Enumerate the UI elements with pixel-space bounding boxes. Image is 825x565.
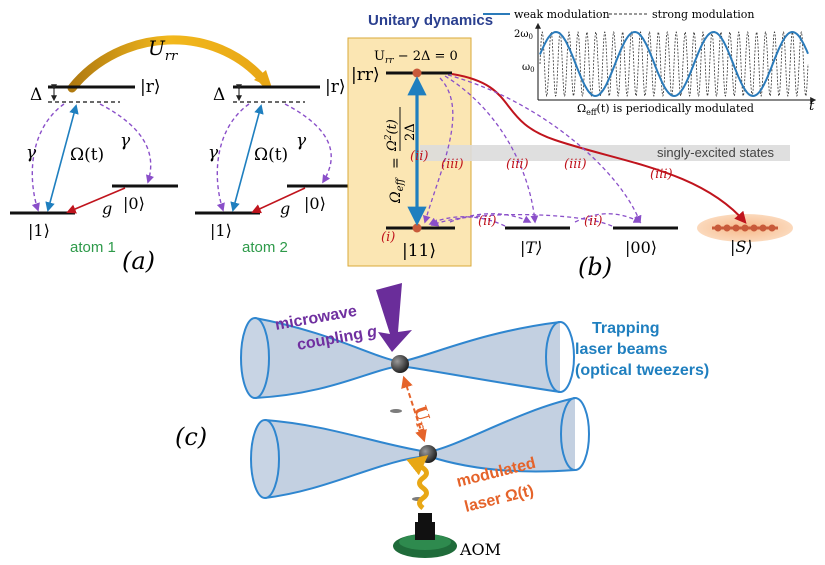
upper-atom-shadow — [390, 409, 402, 413]
panel-a-label: (a) — [122, 247, 155, 275]
urr-arrowhead — [254, 70, 272, 88]
atom1-state-0: |0⟩ — [123, 194, 145, 213]
panel-c-label: (c) — [175, 423, 207, 451]
atom1-r-state: |r⟩ — [140, 77, 161, 97]
weak-modulation-curve — [539, 30, 809, 98]
svg-text:2Δ: 2Δ — [403, 123, 418, 141]
atom1-g-label: g — [102, 199, 112, 218]
atom2-decay-1 — [216, 103, 250, 212]
inset-ylabel: ω0 — [522, 62, 535, 74]
marker-iii-3: (iii) — [564, 157, 587, 172]
atom2-omega-label: Ω(t) — [254, 145, 288, 165]
atom1-omega-arrow — [45, 104, 79, 212]
urr-interaction-arrow — [67, 35, 270, 93]
atom2-name: atom 2 — [242, 239, 288, 256]
state-S: |S⟩ — [730, 237, 753, 256]
rr-state: |rr⟩ — [351, 65, 380, 85]
inset-caption: Ωeff(t) is periodically modulated — [577, 102, 754, 117]
atom2-decay-0 — [284, 103, 332, 184]
urr-label: Urr — [148, 36, 178, 64]
marker-ii-center: (ii) — [410, 149, 428, 164]
urr-label-c: Urr — [408, 403, 437, 436]
upper-beam-end-right — [545, 321, 575, 393]
atom1-gamma-right: γ — [120, 131, 131, 151]
strong-modulation-curve — [539, 31, 809, 97]
lower-beam-end-left — [250, 419, 280, 499]
legend-weak-label: weak modulation — [514, 8, 610, 21]
atom1-level-diagram: Δ |r⟩ γ γ Ω(t) g |1⟩ |0⟩ atom 1 — [10, 77, 178, 256]
trapping-label-2: laser beams — [575, 341, 668, 358]
atom2-delta-label: Δ — [213, 85, 225, 105]
marker-iii-1: (iii) — [441, 157, 464, 172]
rr-population — [412, 68, 422, 78]
atom1-name: atom 1 — [70, 239, 116, 256]
atom2-omega-arrow — [230, 104, 264, 212]
microwave-arrow — [376, 283, 412, 352]
atom1-state-1: |1⟩ — [28, 221, 50, 240]
omega-eff-formula: Ωeff= Ω2(t) 2Δ — [384, 107, 418, 204]
state-00: |00⟩ — [625, 238, 657, 257]
atom2-level-diagram: Δ |r⟩ γ γ Ω(t) g |1⟩ |0⟩ atom 2 — [195, 77, 353, 256]
upper-beam-end-left — [240, 317, 270, 399]
atom2-state-0: |0⟩ — [304, 194, 326, 213]
atom1-delta-label: Δ — [30, 85, 42, 105]
urr-coupling-line — [401, 375, 427, 443]
legend-strong-label: strong modulation — [652, 8, 754, 21]
resonance-condition: Urr − 2Δ = 0 — [374, 49, 458, 66]
unitary-dynamics-title: Unitary dynamics — [368, 12, 493, 29]
modulation-inset: weak modulation strong modulation 2ω0 ω0… — [483, 8, 817, 117]
marker-iii-2: (iii) — [506, 157, 529, 172]
panel-a: Urr Δ |r⟩ γ γ Ω(t) g |1⟩ |0⟩ atom 1 — [10, 35, 353, 275]
lower-trap-beam — [265, 398, 575, 498]
panel-b-label: (b) — [578, 253, 612, 281]
aom-label: AOM — [459, 540, 501, 559]
state-11: |11⟩ — [402, 241, 436, 261]
panel-b: Unitary dynamics singly-excited states U… — [347, 12, 793, 281]
atom1-omega-label: Ω(t) — [70, 145, 104, 165]
trapping-label-3: (optical tweezers) — [575, 362, 709, 379]
marker-ii-1: (ii) — [478, 214, 496, 229]
lower-beam-end-right — [560, 397, 590, 471]
marker-iii-S: (iii) — [650, 167, 673, 182]
ground-population — [412, 223, 422, 233]
singly-excited-label: singly-excited states — [657, 145, 775, 160]
atom1-gamma-left: γ — [26, 143, 37, 163]
svg-text:Ω2(t): Ω2(t) — [384, 119, 400, 152]
svg-text:Ωeff=: Ωeff= — [388, 157, 406, 204]
decay-paths — [422, 74, 642, 227]
marker-i: (i) — [381, 230, 395, 245]
panel-c: Urr AOM microwave coupling g Trapping la… — [175, 283, 709, 559]
trapping-label-1: Trapping — [592, 320, 660, 337]
dissipation-to-S — [451, 73, 747, 224]
upper-atom — [391, 355, 409, 373]
atom2-g-label: g — [280, 199, 290, 218]
laser-label: laser Ω(t) — [463, 482, 536, 516]
atom2-state-1: |1⟩ — [210, 221, 232, 240]
aom-device — [415, 522, 435, 540]
atom1-decay-1 — [31, 103, 65, 212]
atom2-gamma-right: γ — [296, 131, 307, 151]
marker-ii-2: (ii) — [584, 214, 602, 229]
singlet-population — [714, 224, 776, 232]
state-T: |T⟩ — [520, 238, 542, 257]
atom1-g-arrow — [66, 187, 126, 214]
atom2-r-state: |r⟩ — [325, 77, 346, 97]
laser-wavy-arrow — [406, 454, 429, 511]
atom2-g-arrow — [251, 187, 306, 214]
atom2-gamma-left: γ — [208, 143, 219, 163]
inset-ytick-top: 2ω0 — [514, 29, 533, 41]
inset-xlabel: t — [809, 99, 815, 114]
